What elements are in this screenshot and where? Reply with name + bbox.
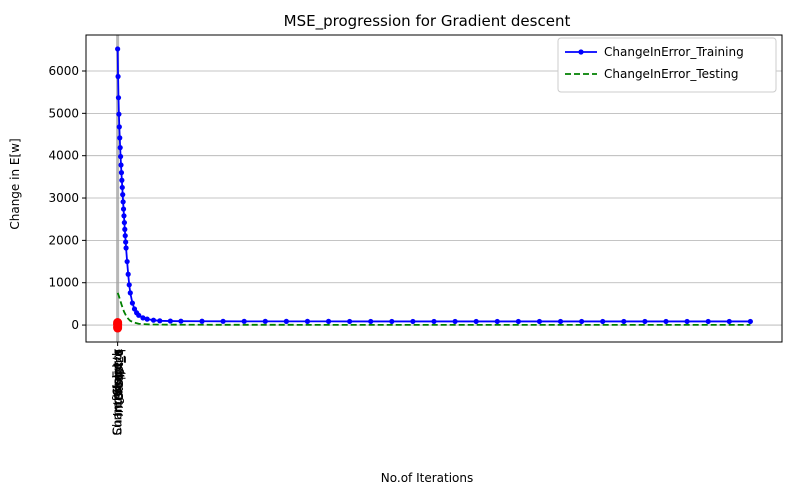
training-point (118, 170, 125, 176)
training-point (220, 318, 226, 324)
training-point (150, 317, 157, 323)
red-marker (113, 319, 123, 329)
training-point (515, 318, 521, 325)
training-point (325, 318, 332, 324)
y-tick-label: 1000 (48, 276, 79, 290)
training-point (121, 213, 127, 219)
training-point (120, 192, 126, 198)
training-point (473, 318, 479, 325)
x-axis-ticks: SumofWeightsSlope_qIntercept_qSlope_kInt… (111, 342, 126, 436)
training-point (621, 318, 627, 325)
training-point (157, 318, 163, 324)
training-point (120, 206, 127, 212)
y-tick-label: 0 (71, 318, 79, 332)
y-tick-label: 2000 (48, 233, 79, 247)
y-axis-label: Change in E[w] (8, 138, 22, 229)
y-tick-label: 4000 (48, 149, 79, 163)
x-axis-label: No.of Iterations (381, 471, 473, 485)
training-point (116, 124, 122, 130)
training-point (121, 219, 127, 226)
x-tick-label: ChangeInError (111, 349, 125, 435)
training-point (167, 318, 173, 324)
training-point (199, 318, 205, 324)
x-tick-label: Stepsize (112, 349, 126, 400)
x-tick-label: Intercept_q (112, 349, 126, 417)
training-point (140, 315, 146, 321)
training-point (304, 318, 311, 324)
training-point (116, 111, 122, 117)
y-axis-ticks: 0 1000 2000 3000 4000 5000 6000 (48, 64, 86, 332)
series-line-testing (116, 292, 751, 326)
training-point (131, 306, 138, 312)
red-markers (113, 318, 123, 333)
legend-training-marker (578, 49, 584, 55)
training-point (557, 318, 564, 325)
training-point (726, 318, 732, 325)
training-point (663, 318, 669, 325)
x-tick-label: Slope_q (111, 349, 125, 396)
legend-testing-label: ChangeInError_Testing (604, 67, 739, 81)
legend-box (557, 37, 777, 93)
training-point (262, 318, 268, 324)
training-point (684, 318, 690, 325)
legend: ChangeInError_Training ChangeInError_Tes… (557, 37, 777, 93)
training-point (144, 316, 150, 322)
x-tick-label: SumofWeights (111, 349, 125, 436)
training-point (124, 258, 130, 265)
training-point (126, 282, 132, 288)
training-point (136, 312, 142, 318)
x-tick-label: Intercept_k (111, 349, 125, 416)
training-point (368, 318, 374, 325)
training-point (115, 73, 121, 80)
training-point (431, 318, 437, 325)
training-point (494, 318, 500, 325)
training-point (178, 318, 184, 324)
training-point (115, 95, 122, 101)
training-point (123, 239, 129, 245)
training-point (117, 135, 123, 141)
training-point (127, 290, 133, 296)
y-tick-label: 3000 (48, 191, 79, 205)
training-point (119, 184, 125, 191)
training-point (115, 46, 121, 52)
plot-area-frame (85, 34, 783, 343)
training-point (642, 318, 648, 325)
training-point (117, 145, 123, 151)
training-point (119, 177, 125, 183)
legend-training-label: ChangeInError_Training (604, 45, 744, 59)
training-point (117, 153, 124, 160)
training-point (410, 318, 416, 325)
training-point (579, 318, 585, 325)
training-point (120, 199, 126, 205)
training-point (600, 318, 606, 325)
training-point (283, 318, 289, 324)
training-point (347, 318, 353, 325)
training-point (129, 300, 135, 306)
x-tick-label: Slope_k (111, 349, 125, 395)
series-group (115, 46, 753, 326)
chart-title: MSE_progression for Gradient descent (284, 12, 571, 31)
training-point (123, 245, 129, 251)
y-tick-label: 5000 (48, 106, 79, 120)
training-point (122, 226, 128, 232)
training-point (705, 318, 711, 325)
training-point (125, 271, 131, 277)
training-point (747, 318, 753, 325)
training-point (389, 318, 395, 325)
training-point (118, 162, 124, 168)
training-point (536, 318, 543, 325)
y-tick-label: 6000 (48, 64, 79, 78)
training-point (122, 233, 128, 239)
training-point (452, 318, 458, 325)
training-point (241, 318, 247, 324)
